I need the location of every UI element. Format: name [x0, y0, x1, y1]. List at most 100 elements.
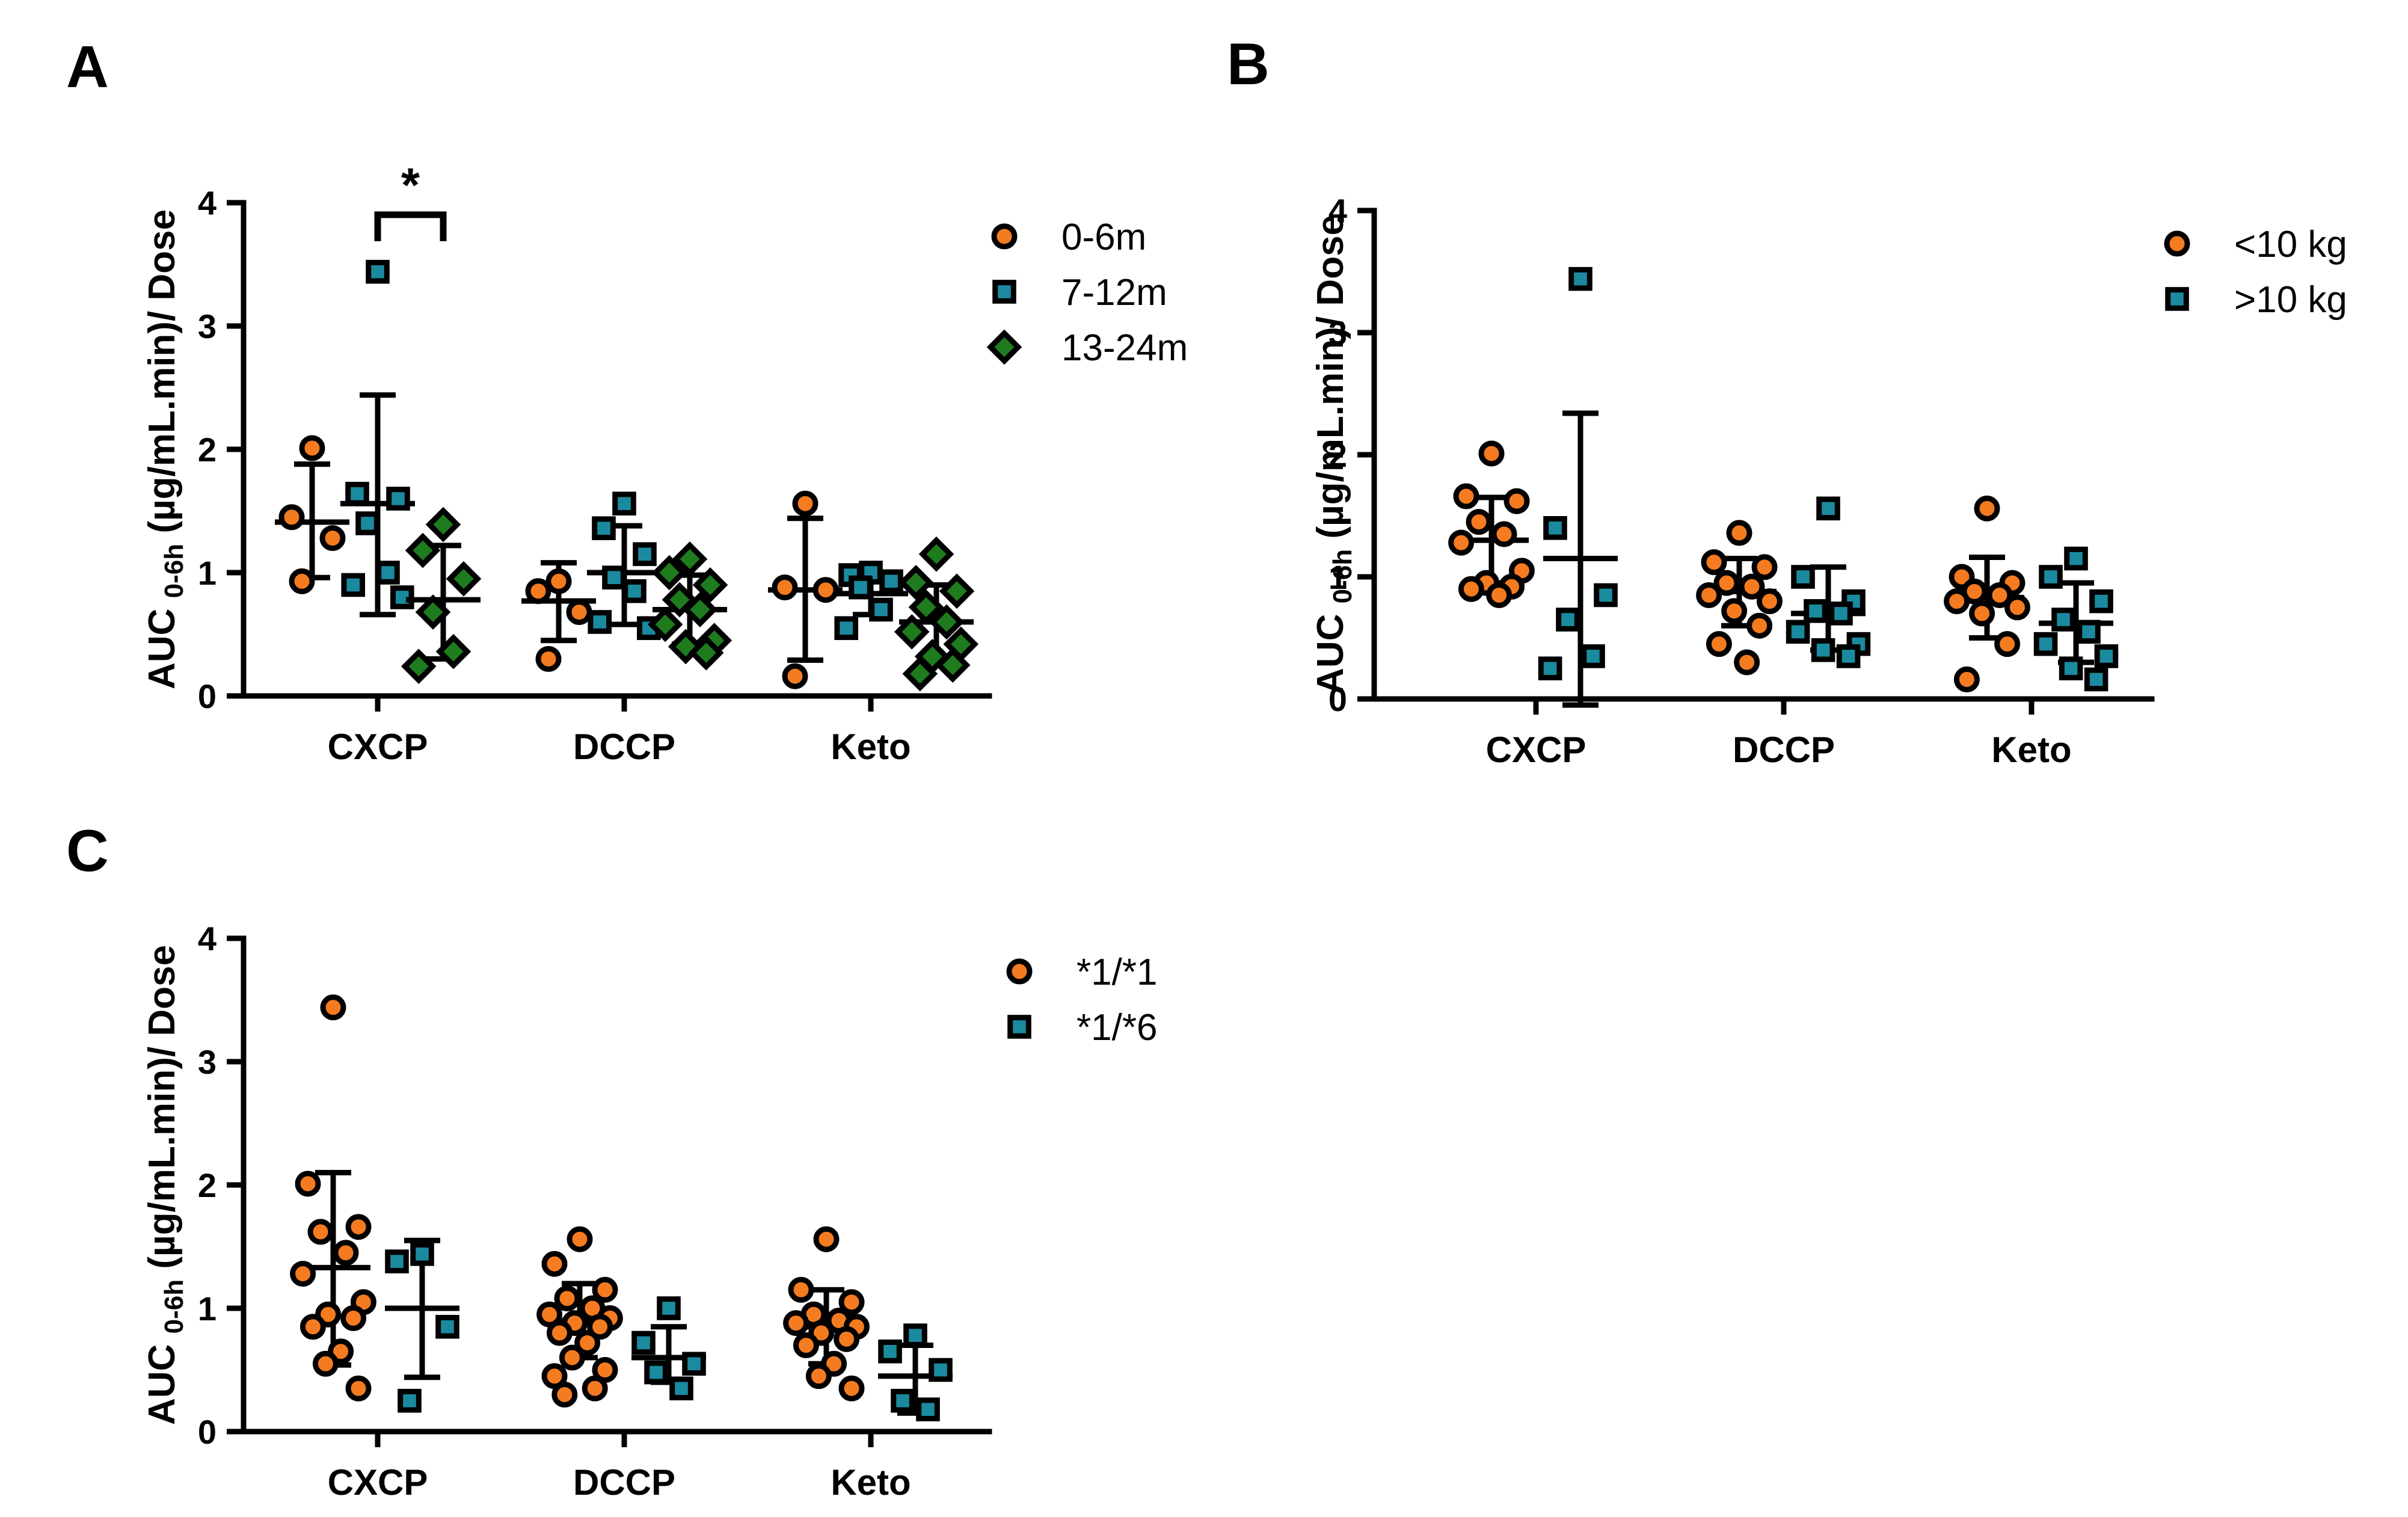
y-tick-label: 3 [1328, 314, 1347, 352]
data-point [602, 565, 626, 590]
x-tick-label: CXCP [1486, 730, 1586, 770]
data-point [525, 578, 551, 605]
data-point [2051, 608, 2075, 632]
legend-label: 0-6m [1061, 217, 1146, 258]
x-tick-label: DCCP [573, 1462, 675, 1503]
data-point [446, 561, 482, 597]
data-point [631, 1331, 656, 1355]
data-point [813, 1226, 840, 1252]
panel-letter: A [66, 34, 109, 100]
data-point [1836, 644, 1861, 668]
y-tick-label: 1 [1328, 558, 1347, 596]
data-point [1751, 554, 1778, 580]
legend-marker [992, 280, 1016, 304]
data-point [582, 1375, 608, 1402]
y-axis-label-main: AUC [141, 1334, 183, 1425]
y-tick-label: 3 [198, 1043, 217, 1081]
data-point [2064, 546, 2088, 571]
y-axis-label-main: AUC [1310, 603, 1351, 695]
data-point [592, 516, 616, 541]
y-axis-label-rest: (µg/mL.min)/ Dose [141, 945, 183, 1279]
y-axis-label-rest: (µg/mL.min)/ Dose [141, 209, 183, 544]
data-point [1944, 588, 1970, 615]
data-point [333, 1240, 359, 1266]
data-point [376, 561, 400, 585]
data-point [415, 594, 451, 630]
data-point [657, 1296, 681, 1320]
legend-label: 7-12m [1061, 272, 1167, 313]
data-point [782, 663, 808, 689]
data-point [1986, 582, 2013, 608]
data-point [366, 260, 390, 284]
y-tick-label: 1 [198, 554, 217, 592]
significance-star: * [401, 158, 420, 212]
data-point [939, 573, 975, 609]
data-point [1953, 666, 1980, 693]
data-point [2094, 644, 2119, 668]
legend-label: *1/*6 [1077, 1007, 1157, 1048]
data-point [1503, 488, 1530, 514]
y-axis-label-sub: 0-6h [159, 1279, 189, 1334]
data-point [668, 629, 704, 665]
series-7-12m [340, 260, 908, 641]
data-point [2033, 632, 2058, 656]
data-point [834, 1326, 860, 1352]
data-point [669, 1376, 693, 1401]
series-13-24m [401, 506, 979, 692]
data-point [278, 504, 305, 531]
data-point [792, 490, 819, 517]
y-tick-label: 0 [198, 677, 217, 715]
data-point [834, 616, 859, 641]
data-point [299, 1314, 326, 1340]
data-point [559, 1344, 585, 1371]
data-point [612, 491, 636, 516]
data-point [849, 575, 873, 600]
data-point [345, 482, 369, 506]
y-tick-label: 0 [198, 1413, 217, 1451]
data-point [588, 610, 612, 634]
data-point [1726, 520, 1752, 546]
data-point [783, 1310, 809, 1337]
data-point [1448, 529, 1475, 556]
data-point [1994, 631, 2021, 657]
data-point [879, 569, 903, 594]
data-point [869, 597, 893, 622]
panel-letter: B [1227, 31, 1270, 97]
y-tick-label: 3 [198, 307, 217, 345]
y-axis-label: AUC 0-6h (µg/mL.min)/ Dose [1310, 215, 1357, 695]
data-point [2084, 667, 2109, 692]
data-point [320, 994, 346, 1021]
legend-label: *1/*1 [1077, 952, 1157, 993]
data-point [1974, 495, 2000, 522]
data-point [541, 1363, 568, 1389]
x-tick-label: Keto [1991, 730, 2071, 770]
data-point [1739, 573, 1765, 600]
y-tick-label: 4 [1328, 192, 1347, 230]
y-axis-label: AUC 0-6h (µg/mL.min)/ Dose [141, 209, 189, 689]
data-point [410, 1242, 434, 1266]
data-point [567, 1226, 593, 1252]
y-axis-label-rest: (µg/mL.min)/ Dose [1310, 215, 1351, 549]
data-point [435, 1314, 459, 1339]
data-point [903, 1323, 927, 1347]
data-point [898, 565, 934, 600]
data-point [1706, 631, 1732, 657]
y-tick-label: 1 [198, 1290, 217, 1328]
y-tick-label: 2 [198, 431, 217, 469]
data-point [633, 542, 657, 567]
x-tick-label: CXCP [328, 727, 428, 767]
data-point [891, 1388, 915, 1413]
data-point [345, 1375, 372, 1402]
data-point [812, 577, 839, 603]
y-tick-label: 2 [1328, 436, 1347, 474]
data-point [682, 1352, 706, 1376]
data-point [2059, 656, 2083, 681]
data-point [2004, 594, 2030, 621]
data-point [644, 1360, 668, 1385]
data-point [1478, 440, 1505, 467]
y-tick-label: 2 [198, 1166, 217, 1204]
data-point [1568, 266, 1593, 291]
data-point [312, 1350, 339, 1377]
panel-a: A 0 1 2 3 4 CXCP DCCP Keto AUC 0-6h (µg/mL.min)/ … [66, 34, 1188, 767]
